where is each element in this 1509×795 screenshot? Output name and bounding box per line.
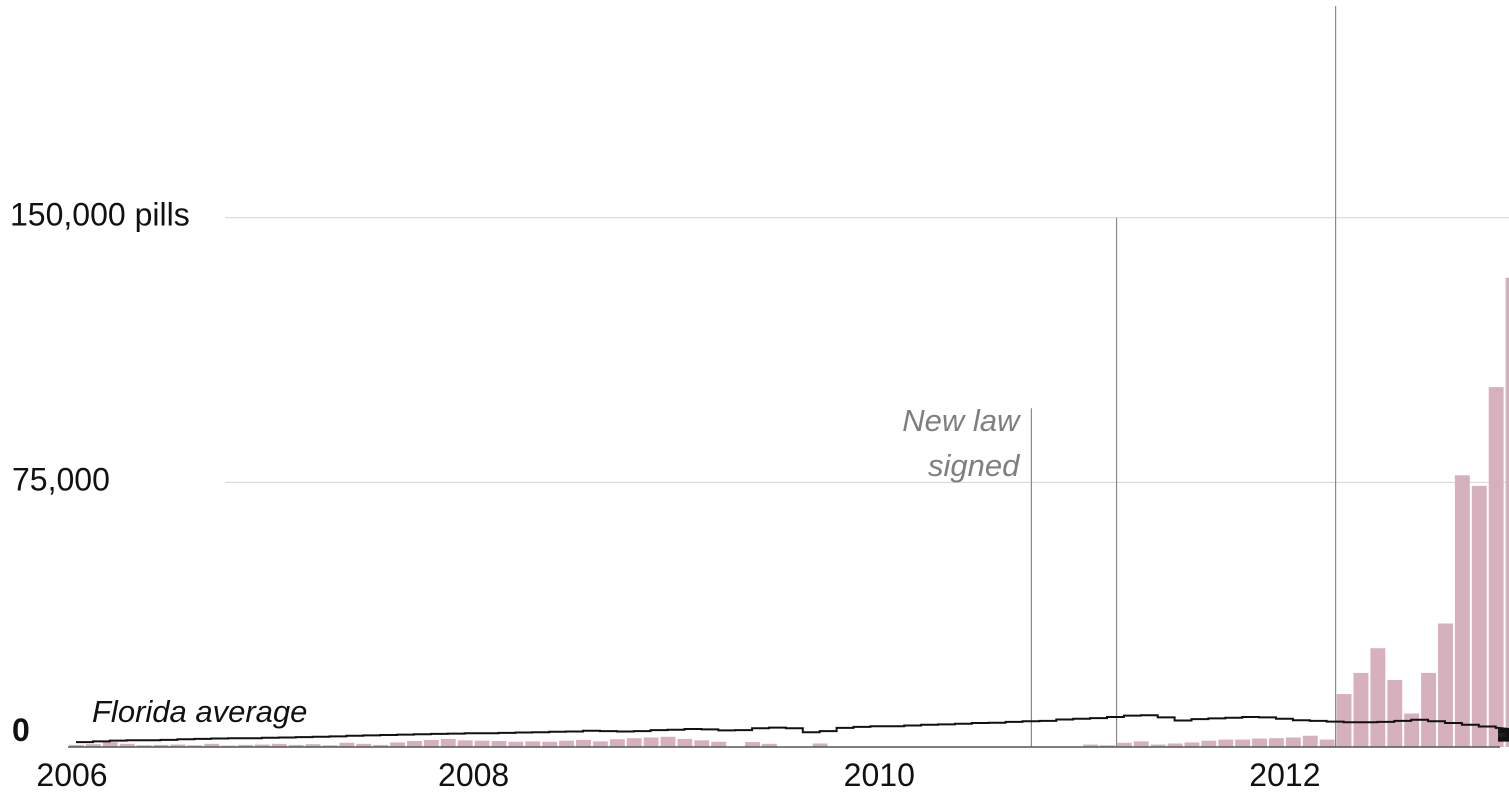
bar (238, 744, 253, 747)
y-tick-label: 0 (12, 712, 30, 748)
bar (204, 743, 220, 747)
bar (474, 740, 490, 747)
bar (1319, 739, 1335, 747)
bar (423, 739, 439, 747)
bar (1201, 740, 1217, 747)
bar (440, 738, 456, 747)
bar (525, 741, 541, 747)
reference-lines (1030, 6, 1337, 747)
bar (491, 741, 507, 747)
bar (1336, 694, 1352, 747)
bar (288, 744, 304, 747)
y-tick-label: 75,000 (12, 461, 110, 497)
bar (356, 743, 372, 747)
x-tick-label: 2010 (844, 757, 915, 793)
bar (1167, 743, 1183, 747)
bar (609, 739, 625, 747)
bar (1252, 738, 1267, 747)
bar (1438, 623, 1453, 747)
bar (119, 743, 135, 747)
bar (322, 745, 338, 747)
new-law-annotation: New law (902, 403, 1022, 438)
x-tick-label: 2008 (438, 757, 509, 793)
bar (1488, 387, 1504, 747)
bar (677, 738, 693, 747)
bar (643, 737, 659, 747)
bar (69, 744, 84, 747)
bar (305, 744, 321, 747)
bar (271, 743, 287, 747)
bar (1302, 735, 1318, 747)
bar (1269, 738, 1284, 747)
bar (711, 741, 727, 747)
bar (339, 742, 355, 747)
gridlines (225, 217, 1509, 483)
bar (1454, 475, 1470, 747)
bar (626, 738, 642, 747)
bar (457, 740, 473, 747)
bar (1099, 745, 1115, 747)
bar (1184, 742, 1200, 747)
x-tick-label: 2012 (1249, 757, 1320, 793)
bar (170, 744, 186, 747)
bar (1471, 485, 1487, 747)
bar (745, 742, 760, 747)
bar (508, 741, 524, 747)
bar (254, 744, 270, 747)
bar (85, 744, 101, 747)
bar (1235, 739, 1251, 747)
bar (1421, 672, 1437, 747)
x-tick-label: 2006 (36, 757, 107, 793)
bar (390, 742, 406, 747)
bar (1285, 737, 1301, 747)
bar (373, 744, 389, 747)
bar (153, 744, 169, 747)
bar (187, 745, 203, 747)
bar (1387, 679, 1403, 747)
bar (1218, 739, 1234, 747)
bar (761, 743, 777, 747)
bar (102, 742, 118, 747)
bar (559, 740, 575, 747)
bar (1083, 744, 1098, 747)
bar (1133, 741, 1149, 747)
bar (576, 739, 591, 747)
y-tick-label: 150,000 pills (10, 197, 190, 233)
florida-average-line (76, 714, 1509, 744)
bar (1404, 713, 1420, 747)
bar (1370, 648, 1386, 747)
bar (812, 743, 828, 747)
bar (592, 741, 608, 747)
bar (136, 745, 152, 747)
bar-series (69, 277, 1509, 747)
bar (1505, 277, 1509, 747)
new-law-annotation: signed (928, 448, 1021, 483)
bar (407, 741, 422, 747)
bar (1353, 672, 1369, 747)
bar (660, 736, 676, 747)
bar (1116, 742, 1132, 747)
bar (1150, 744, 1166, 747)
florida-average-label: Florida average (92, 694, 307, 729)
bar (542, 741, 558, 747)
bar (694, 740, 710, 747)
